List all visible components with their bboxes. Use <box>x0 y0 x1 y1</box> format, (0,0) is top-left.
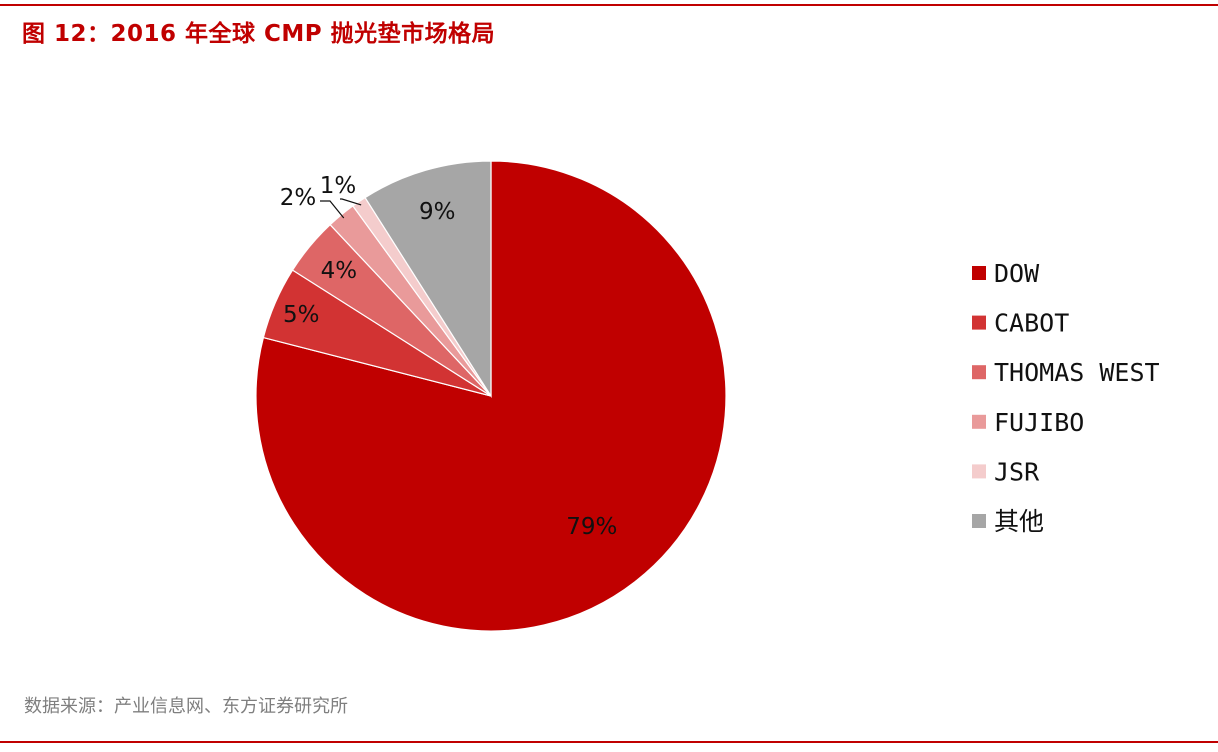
leader-line-jsr <box>340 198 362 206</box>
legend-swatch-other <box>972 514 986 528</box>
top-rule <box>0 4 1218 6</box>
legend-swatch-cabot <box>972 315 986 330</box>
legend-label-cabot: CABOT <box>994 309 1069 338</box>
source-note: 数据来源：产业信息网、东方证券研究所 <box>24 696 348 717</box>
legend-swatch-jsr <box>972 464 986 479</box>
chart-legend: DOW CABOT THOMAS WEST FUJIBO JSR 其他 <box>972 259 1160 536</box>
data-label-fujibo: 2% <box>280 185 317 211</box>
legend-swatch-fujibo <box>972 414 986 429</box>
leader-line-fujibo <box>320 200 345 219</box>
legend-label-jsr: JSR <box>994 457 1040 486</box>
legend-label-dow: DOW <box>994 259 1040 288</box>
legend-swatch-thomas-west <box>972 365 986 380</box>
pie-data-labels: 79% 5%4% 2% 1% 9% <box>280 173 618 540</box>
legend-label-thomas-west: THOMAS WEST <box>994 358 1160 387</box>
data-label-cabot: 5% <box>283 302 320 328</box>
data-label-jsr: 1% <box>320 173 357 199</box>
data-label-other: 9% <box>419 199 456 225</box>
bottom-rule <box>0 741 1218 743</box>
legend-swatch-dow <box>972 266 986 280</box>
legend-label-other: 其他 <box>994 507 1044 536</box>
chart-title: 图 12：2016 年全球 CMP 抛光垫市场格局 <box>22 21 496 47</box>
legend-label-fujibo: FUJIBO <box>994 408 1084 437</box>
data-label-dow: 79% <box>566 514 617 540</box>
pie-slice-other <box>364 160 492 399</box>
data-label-thomas-west: 4% <box>321 258 358 284</box>
pie-slices <box>255 160 727 632</box>
